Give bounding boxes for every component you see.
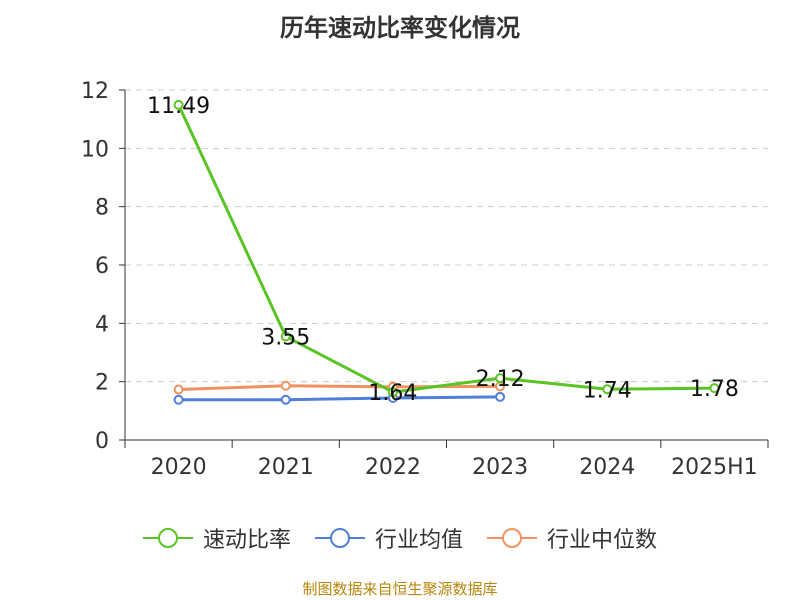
legend-item[interactable]: 行业均值 — [314, 522, 463, 554]
y-tick-label: 4 — [95, 312, 109, 337]
data-label: 11.49 — [147, 94, 210, 119]
data-labels: 11.49 3.55 1.64 2.12 1.74 1.78 — [147, 94, 739, 406]
grid-lines — [125, 89, 768, 383]
data-label: 1.64 — [368, 381, 417, 406]
legend-item[interactable]: 速动比率 — [142, 522, 291, 554]
data-label: 2.12 — [476, 367, 525, 392]
y-tick-label: 10 — [81, 137, 109, 162]
legend-swatch — [487, 528, 537, 548]
y-tick-label: 6 — [95, 254, 109, 279]
data-label: 1.78 — [690, 377, 739, 402]
data-point — [495, 391, 506, 402]
legend-swatch — [314, 528, 365, 548]
series-line — [178, 384, 501, 392]
data-point — [173, 99, 184, 110]
data-point — [495, 373, 506, 384]
y-tick-label: 0 — [95, 429, 109, 454]
data-label: 1.74 — [583, 378, 632, 403]
legend-label: 行业均值 — [374, 528, 463, 553]
data-point — [173, 384, 184, 395]
axes: 0 2 4 6 8 10 12 2020 2021 2022 2023 2024 2025H1 — [81, 79, 769, 480]
data-point — [602, 384, 613, 395]
data-point — [280, 380, 291, 391]
y-tick-label: 8 — [95, 196, 109, 221]
data-label: 3.55 — [261, 325, 310, 350]
x-tick-label: 2021 — [258, 455, 314, 480]
legend-label: 行业中位数 — [547, 528, 658, 553]
data-point — [280, 394, 291, 405]
data-point — [173, 394, 184, 405]
series-line — [178, 395, 501, 402]
data-point — [280, 331, 291, 342]
x-tick-label: 2022 — [365, 455, 421, 480]
series-lines — [173, 99, 720, 405]
data-point — [387, 387, 398, 398]
y-tick-label: 2 — [95, 371, 109, 396]
x-tick-label: 2023 — [472, 455, 528, 480]
data-point — [709, 383, 720, 394]
legend-item[interactable]: 行业中位数 — [487, 522, 657, 554]
chart-title: 历年速动比率变化情况 — [280, 14, 520, 42]
legend-label: 速动比率 — [202, 528, 291, 553]
x-tick-label: 2024 — [579, 455, 635, 480]
legend: 速动比率 行业均值 行业中位数 — [0, 520, 800, 556]
x-tick-label: 2025H1 — [671, 455, 758, 480]
source-note: 制图数据来自恒生聚源数据库 — [302, 580, 498, 598]
series-line — [177, 104, 715, 394]
x-tick-label: 2020 — [151, 455, 207, 480]
legend-swatch — [142, 528, 193, 548]
y-tick-label: 12 — [81, 79, 109, 104]
